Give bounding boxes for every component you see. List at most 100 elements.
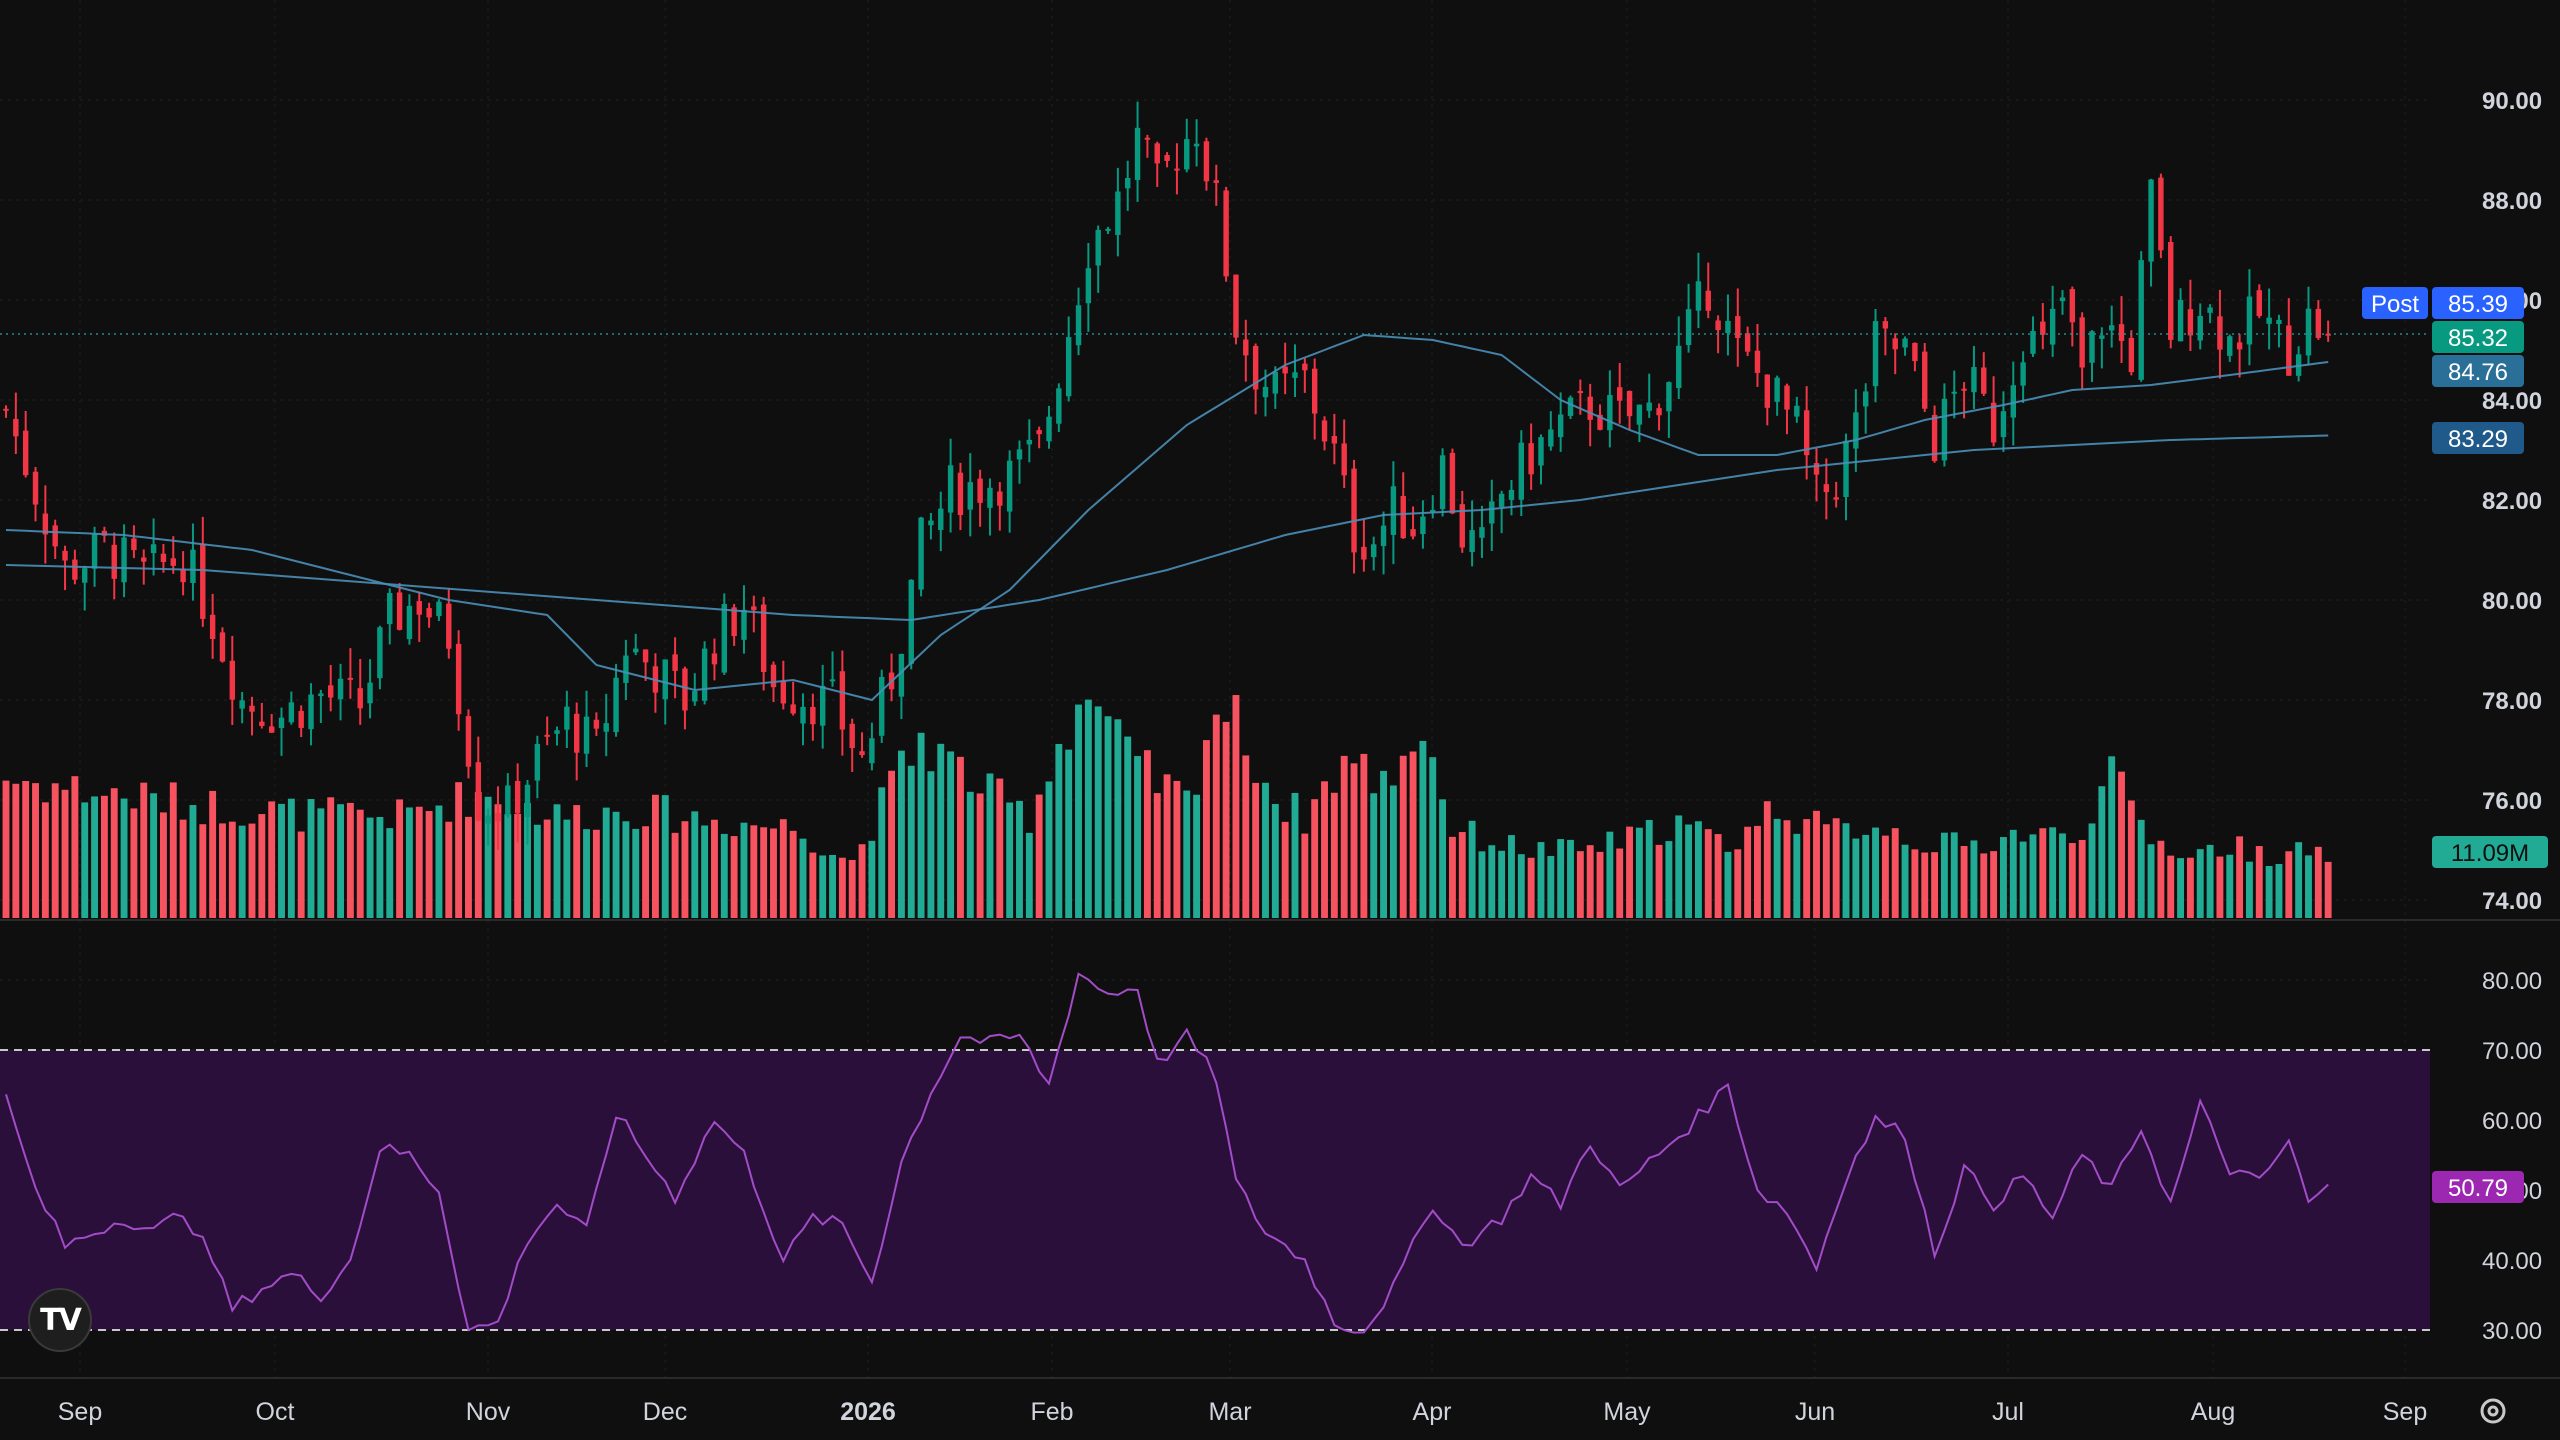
- volume-bar: [415, 806, 423, 918]
- candle-body: [377, 627, 383, 679]
- candle-body: [938, 508, 944, 530]
- volume-bar: [2305, 855, 2312, 918]
- volume-bar: [907, 765, 915, 918]
- volume-bar: [1419, 740, 1427, 918]
- candle-body: [800, 706, 806, 724]
- candle-body: [908, 579, 914, 664]
- volume-bar: [1940, 832, 1948, 918]
- time-tick-label: Sep: [58, 1398, 102, 1426]
- volume-bar: [1803, 819, 1811, 918]
- candle-body: [1036, 430, 1042, 435]
- price-tick-label: 76.00: [2482, 788, 2542, 815]
- volume-bar: [809, 852, 817, 918]
- volume-bar: [2049, 827, 2057, 918]
- volume-bar: [61, 789, 69, 918]
- volume-bar: [2324, 861, 2332, 918]
- volume-bar: [750, 825, 758, 918]
- volume-bar: [1291, 792, 1299, 918]
- candle-body: [760, 604, 767, 673]
- candle-body: [3, 408, 9, 411]
- volume-bar: [238, 825, 246, 918]
- volume-bar: [1458, 832, 1466, 918]
- time-tick-label: Apr: [1413, 1398, 1452, 1426]
- volume-bar: [1567, 839, 1574, 918]
- candle-body: [2059, 297, 2066, 302]
- volume-bar: [366, 817, 374, 918]
- rsi-band: [0, 1049, 2430, 1331]
- candle-body: [1685, 309, 1692, 346]
- volume-bar: [1527, 857, 1535, 918]
- volume-bar: [297, 831, 305, 918]
- candle-body: [2108, 325, 2115, 331]
- candle-body: [72, 559, 78, 580]
- volume-bar: [1881, 835, 1889, 918]
- volume-bar: [524, 803, 531, 918]
- candle-body: [1095, 229, 1101, 266]
- candle-body: [1931, 414, 1938, 461]
- candle-body: [1794, 405, 1800, 417]
- volume-bar: [966, 791, 974, 918]
- volume-bar: [858, 844, 866, 918]
- candle-body: [406, 605, 413, 640]
- candle-body: [1125, 177, 1131, 189]
- candle-body: [111, 544, 117, 579]
- candle-body: [1410, 529, 1416, 537]
- candlesticks[interactable]: [3, 101, 2331, 850]
- volume-bar: [2265, 865, 2273, 918]
- volume-bar: [1852, 838, 1860, 918]
- candle-body: [1184, 139, 1190, 170]
- candle-body: [987, 487, 993, 508]
- volume-bar: [91, 796, 99, 918]
- volume-bar: [189, 805, 197, 918]
- candle-body: [554, 730, 560, 734]
- candle-body: [1735, 316, 1741, 339]
- candle-body: [1882, 321, 1889, 329]
- candle-body: [1744, 333, 1751, 352]
- candle-body: [318, 693, 324, 697]
- time-axis[interactable]: Sep Oct Nov Dec 2026 Feb Mar Apr May Jun Jul Aug Sep: [58, 1398, 2427, 1426]
- volume-bar: [2088, 823, 2096, 918]
- volume-bar: [2226, 854, 2234, 918]
- volume-bar: [651, 794, 659, 918]
- candle-body: [1056, 388, 1062, 424]
- volume-bar: [720, 833, 728, 918]
- rsi-band-fill: [0, 1050, 2430, 1330]
- candle-body: [1538, 437, 1544, 466]
- candle-body: [1902, 338, 1908, 348]
- candle-body: [1193, 143, 1200, 147]
- candle-body: [170, 558, 176, 566]
- candle-body: [1282, 366, 1288, 374]
- volume-bar: [2019, 841, 2027, 918]
- settings-icon[interactable]: [2476, 1394, 2510, 1428]
- candle-body: [367, 682, 373, 704]
- candle-body: [1607, 394, 1613, 431]
- candle-body: [1666, 382, 1672, 412]
- volume-bar: [691, 811, 699, 918]
- candle-body: [603, 723, 609, 732]
- volume-bar: [386, 828, 394, 918]
- candle-body: [682, 668, 688, 711]
- volume-bar: [1488, 845, 1496, 918]
- time-tick-label: Jun: [1795, 1398, 1835, 1426]
- volume-bar: [917, 732, 925, 918]
- candle-body: [131, 538, 137, 551]
- candle-body: [1567, 397, 1574, 416]
- candle-body: [1823, 484, 1830, 493]
- candle-body: [947, 465, 954, 513]
- volume-bar: [455, 782, 463, 918]
- candle-body: [997, 491, 1003, 506]
- volume-bar: [2039, 828, 2047, 918]
- volume-bar: [1586, 845, 1594, 918]
- volume-bar: [1862, 834, 1870, 918]
- volume-bar: [1153, 793, 1161, 918]
- candle-body: [465, 716, 472, 767]
- post-tag-label: Post: [2371, 291, 2419, 318]
- candle-body: [2305, 308, 2312, 356]
- volume-bar: [1980, 853, 1988, 918]
- candle-body: [2197, 315, 2203, 341]
- candle-body: [544, 734, 550, 737]
- volume-bar: [2285, 851, 2293, 918]
- volume-bar: [1842, 823, 1850, 918]
- tradingview-logo[interactable]: TV: [28, 1288, 92, 1352]
